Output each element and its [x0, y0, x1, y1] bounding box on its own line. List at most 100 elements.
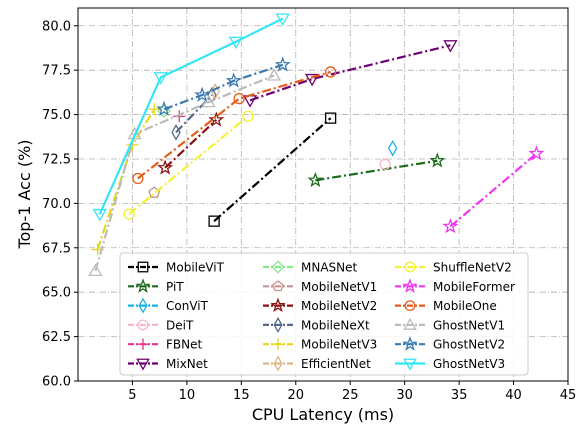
legend-item-mnasnet: MNASNet — [263, 260, 358, 275]
legend-marker-mobilenetv3 — [272, 338, 284, 350]
legend-item-deit: DeiT — [128, 318, 194, 332]
point-mobilevit — [208, 215, 220, 227]
legend-item-efficientnet: EfficientNet — [263, 355, 371, 372]
point-fbnet — [173, 110, 186, 123]
series-mobilevit — [208, 112, 337, 227]
x-axis-title: CPU Latency (ms) — [252, 405, 394, 424]
legend-label: EfficientNet — [301, 357, 371, 371]
series-mobilenetv2 — [157, 111, 225, 175]
point-ghostnetv1 — [201, 94, 216, 108]
legend-label: MobileFormer — [433, 280, 515, 294]
legend-marker-shufflenetv2 — [404, 261, 416, 273]
legend-item-mobilenetv1: MobileNetV1 — [263, 280, 377, 294]
point-ghostnetv2 — [274, 56, 291, 72]
series-mobileone — [132, 66, 337, 185]
point-ghostnetv3 — [228, 36, 244, 50]
x-tick-label: 5 — [128, 388, 136, 403]
point-ghostnetv2 — [156, 100, 172, 117]
legend-label: MobileOne — [433, 299, 497, 313]
legend-label: GhostNetV2 — [433, 338, 505, 352]
legend-marker-ghostnetv1 — [403, 317, 417, 330]
series-shufflenetv2 — [123, 110, 254, 220]
series-line-shufflenetv2 — [128, 115, 249, 215]
legend-item-fbnet: FBNet — [128, 338, 202, 352]
y-tick-label: 70.0 — [42, 197, 71, 212]
y-tick-label: 67.5 — [42, 241, 71, 256]
x-tick-label: 15 — [233, 388, 250, 403]
series-ghostnetv1 — [88, 68, 282, 277]
y-tick-label: 62.5 — [42, 330, 71, 345]
x-tick-label: 30 — [396, 388, 413, 403]
legend-marker-convit — [138, 297, 148, 314]
series-line-ghostnetv3 — [98, 17, 284, 215]
series-layer — [88, 13, 545, 277]
series-ghostnetv3 — [92, 13, 290, 222]
legend-marker-mobileformer — [402, 278, 418, 293]
legend-label: PiT — [166, 280, 184, 294]
x-tick-label: 45 — [560, 388, 577, 403]
legend-item-mobilenetv3: MobileNetV3 — [263, 338, 377, 352]
series-fbnet — [173, 110, 186, 123]
point-ghostnetv1 — [127, 126, 142, 140]
legend-item-mobilenetv2: MobileNetV2 — [263, 297, 377, 313]
legend-item-convit: ConViT — [128, 297, 209, 314]
point-ghostnetv1 — [266, 68, 282, 81]
point-mobileone — [324, 66, 337, 78]
y-axis-title: Top-1 Acc (%) — [15, 139, 34, 249]
plot-frame — [77, 7, 569, 382]
point-ghostnetv1 — [88, 263, 103, 277]
legend-label: ShuffleNetV2 — [433, 261, 512, 275]
x-tick-label: 10 — [179, 388, 196, 403]
point-shufflenetv2 — [242, 110, 254, 122]
point-ghostnetv3 — [153, 72, 168, 85]
legend-label: ConViT — [166, 299, 209, 313]
y-tick-label: 77.5 — [42, 64, 71, 79]
legend-marker-mobileone — [404, 300, 416, 312]
point-mobilenetv2 — [157, 159, 174, 175]
legend-item-shufflenetv2: ShuffleNetV2 — [395, 261, 512, 275]
point-ghostnetv2 — [194, 86, 211, 102]
series-line-mobileone — [137, 70, 331, 180]
point-mobileone — [132, 172, 144, 185]
point-shufflenetv2 — [123, 208, 135, 220]
legend-item-ghostnetv2: GhostNetV2 — [395, 336, 505, 352]
y-axis: 60.0 62.5 65.0 67.5 70.0 72.5 75.0 77.5 80.0 — [42, 19, 78, 390]
legend-marker-deit — [137, 319, 149, 331]
legend-item-mobilevit: MobileViT — [128, 261, 225, 275]
series-mobileformer — [442, 145, 545, 234]
point-mobilenetv3 — [148, 103, 161, 116]
y-tick-label: 65.0 — [42, 286, 71, 301]
point-mobileformer — [528, 145, 545, 161]
legend-label: FBNet — [166, 338, 202, 352]
legend-marker-mobilenetv1 — [272, 280, 284, 292]
legend-item-mobilenext: MobileNeXt — [263, 316, 370, 333]
point-deit — [379, 158, 391, 170]
series-line-ghostnetv2 — [163, 63, 284, 111]
legend-label: MNASNet — [301, 261, 358, 275]
point-convit — [387, 140, 398, 157]
point-pit — [307, 171, 324, 188]
legend-marker-ghostnetv3 — [403, 358, 417, 371]
series-line-mixnet — [249, 44, 451, 102]
series-line-mobilevit — [213, 117, 332, 222]
point-ghostnetv2 — [225, 72, 242, 88]
legend-item-ghostnetv1: GhostNetV1 — [395, 317, 505, 332]
series-line-mobilenetv2 — [164, 119, 218, 169]
y-tick-label: 60.0 — [42, 375, 71, 390]
point-mobilevit — [324, 112, 337, 124]
point-mobileone — [233, 92, 245, 105]
legend-marker-pit — [135, 278, 151, 293]
legend-label: MobileNetV3 — [301, 338, 377, 352]
y-tick-label: 75.0 — [42, 108, 71, 123]
legend-item-mobileformer: MobileFormer — [395, 278, 515, 294]
legend-label: MixNet — [166, 357, 208, 371]
y-tick-label: 72.5 — [42, 152, 71, 167]
legend-item-ghostnetv3: GhostNetV3 — [395, 357, 505, 371]
x-tick-label: 40 — [505, 388, 522, 403]
legend-item-mobileone: MobileOne — [395, 299, 497, 313]
legend-marker-mnasnet — [271, 260, 285, 274]
legend-label: MobileNetV2 — [301, 299, 377, 313]
point-mobilenetv2 — [208, 111, 225, 127]
x-axis: 5 10 15 20 25 30 35 40 45 — [128, 381, 576, 403]
